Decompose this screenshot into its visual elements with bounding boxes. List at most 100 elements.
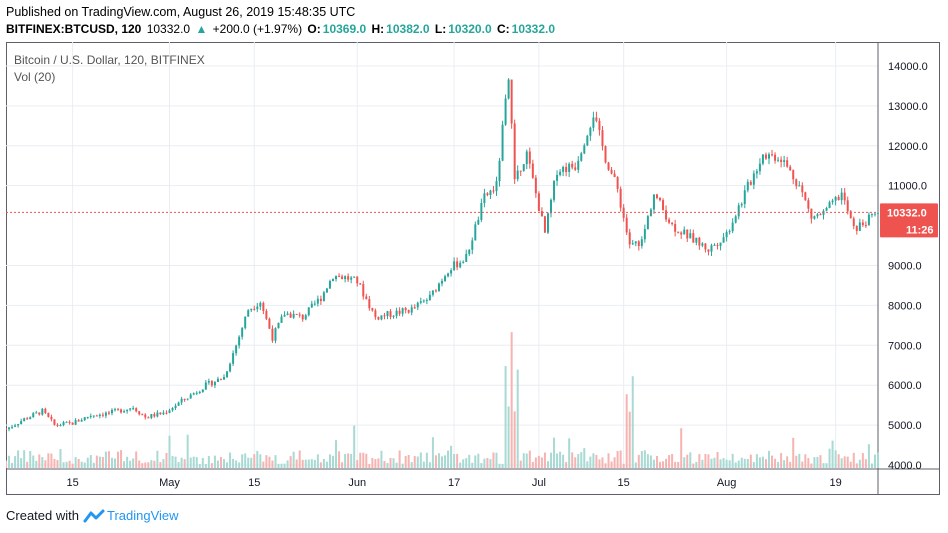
volume-bar bbox=[864, 459, 867, 468]
candle-body bbox=[643, 229, 646, 240]
candle-body bbox=[764, 154, 767, 159]
price-chart[interactable]: 14000.0 13000.0 12000.0 11000.0 9000.0 8000.0… bbox=[6, 42, 940, 495]
volume-bar bbox=[53, 458, 56, 468]
candle-body bbox=[189, 394, 192, 399]
candle-body bbox=[689, 233, 692, 239]
volume-bar bbox=[389, 457, 392, 468]
volume-bar bbox=[129, 460, 132, 468]
volume-bar bbox=[135, 451, 138, 468]
volume-bar bbox=[259, 454, 262, 468]
volume-bar bbox=[23, 450, 26, 468]
volume-bar bbox=[686, 454, 689, 468]
candle-body bbox=[280, 316, 283, 323]
volume-bar bbox=[665, 458, 668, 468]
volume-bar bbox=[743, 458, 746, 468]
volume-bar bbox=[44, 460, 47, 468]
candle-body bbox=[174, 405, 177, 409]
candle-body bbox=[117, 409, 120, 411]
candle-body bbox=[380, 315, 383, 320]
candle-body bbox=[359, 283, 362, 285]
volume-bar bbox=[692, 463, 695, 468]
candle-body bbox=[613, 173, 616, 178]
candle-body bbox=[801, 185, 804, 193]
volume-bar bbox=[219, 457, 222, 468]
volume-bar bbox=[341, 462, 344, 468]
candle-body bbox=[462, 261, 465, 263]
high-label: H: bbox=[371, 22, 385, 36]
candle-body bbox=[649, 209, 652, 217]
candle-body bbox=[752, 173, 755, 185]
tradingview-brand-link[interactable]: TradingView bbox=[106, 508, 179, 523]
candle-body bbox=[50, 416, 53, 420]
volume-bar bbox=[701, 459, 704, 468]
volume-bar bbox=[192, 456, 195, 468]
candle-body bbox=[437, 283, 440, 292]
time-tick-label: 15 bbox=[618, 477, 630, 489]
volume-bar bbox=[232, 458, 235, 468]
candle-body bbox=[183, 398, 186, 400]
volume-bar bbox=[286, 460, 289, 468]
volume-bar bbox=[223, 459, 225, 468]
candle-body bbox=[698, 237, 701, 246]
candle-body bbox=[256, 306, 259, 310]
candle-body bbox=[338, 275, 341, 277]
candle-body bbox=[104, 412, 107, 416]
volume-bar bbox=[271, 460, 274, 468]
price-tick-label: 14000.0 bbox=[888, 61, 928, 73]
candle-body bbox=[580, 153, 583, 161]
volume-bar bbox=[737, 460, 740, 468]
candle-body bbox=[571, 163, 574, 168]
price-tick-label: 7000.0 bbox=[888, 340, 922, 352]
volume-bar bbox=[740, 457, 743, 468]
volume-bar bbox=[783, 460, 786, 468]
volume-bar bbox=[77, 459, 80, 468]
volume-bar bbox=[107, 451, 110, 468]
candle-body bbox=[20, 421, 23, 425]
candle-body bbox=[235, 345, 238, 354]
volume-bar bbox=[68, 460, 71, 468]
volume-bar bbox=[241, 454, 244, 468]
volume-bar bbox=[89, 455, 92, 468]
candle-body bbox=[56, 424, 59, 426]
candle-body bbox=[855, 226, 858, 231]
candle-body bbox=[816, 214, 819, 217]
candle-body bbox=[389, 311, 392, 317]
candle-body bbox=[350, 277, 353, 280]
volume-legend: Vol (20) bbox=[14, 70, 56, 84]
time-tick-label: 15 bbox=[66, 477, 78, 489]
candle-body bbox=[798, 185, 801, 187]
volume-bar bbox=[789, 461, 792, 468]
volume-bar bbox=[574, 457, 577, 468]
volume-bar bbox=[256, 450, 259, 468]
volume-bar bbox=[250, 457, 253, 468]
candle-body bbox=[186, 398, 189, 400]
candle-body bbox=[768, 154, 770, 159]
volume-bar bbox=[114, 458, 116, 468]
volume-bar bbox=[710, 458, 713, 468]
volume-bar bbox=[274, 455, 277, 468]
volume-bar bbox=[764, 459, 767, 468]
candle-body bbox=[47, 412, 50, 417]
candle-body bbox=[53, 419, 56, 425]
candle-body bbox=[453, 261, 456, 271]
volume-bar bbox=[204, 463, 207, 468]
candle-body bbox=[356, 276, 359, 284]
candle-body bbox=[347, 276, 350, 280]
volume-bar bbox=[774, 458, 777, 468]
candle-body bbox=[716, 244, 719, 246]
candle-body bbox=[619, 188, 622, 208]
candle-body bbox=[89, 415, 92, 417]
volume-bar bbox=[849, 461, 852, 468]
volume-bar bbox=[659, 461, 661, 468]
candle-body bbox=[313, 303, 316, 305]
volume-bar bbox=[144, 462, 147, 468]
volume-bar bbox=[867, 444, 870, 468]
candle-body bbox=[528, 151, 531, 164]
candle-body bbox=[141, 414, 144, 416]
candle-body bbox=[628, 232, 631, 245]
volume-bar bbox=[332, 455, 334, 468]
candle-body bbox=[761, 154, 764, 164]
volume-bar bbox=[20, 458, 23, 468]
candle-body bbox=[398, 310, 401, 314]
volume-bar bbox=[522, 453, 525, 468]
